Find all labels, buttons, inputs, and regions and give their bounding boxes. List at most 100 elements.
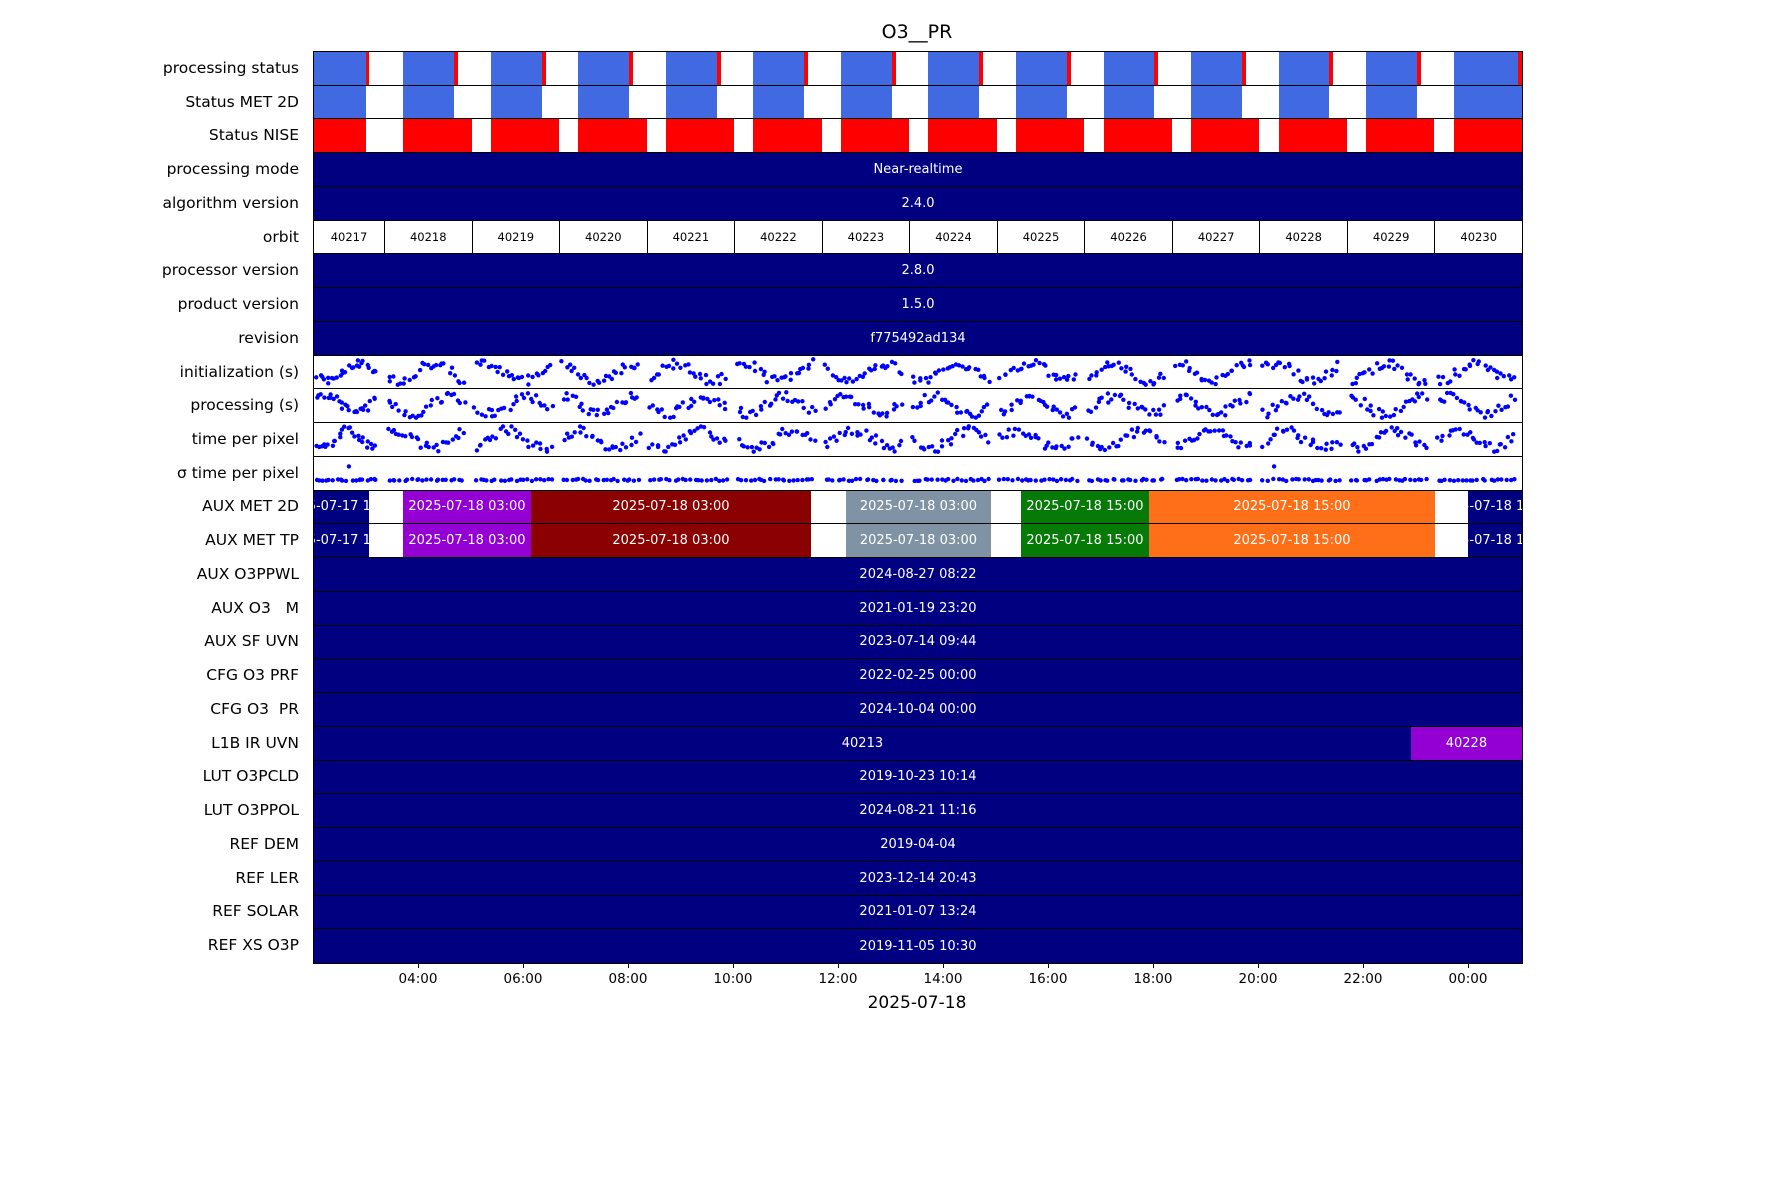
scatter-dot <box>545 407 550 412</box>
scatter-dot <box>699 478 704 483</box>
scatter-dot <box>1296 476 1301 482</box>
scatter-dot <box>1387 476 1392 482</box>
scatter-dot <box>976 413 982 419</box>
scatter-dot <box>976 367 981 372</box>
x-tick <box>1363 962 1364 968</box>
scatter-dot <box>1504 477 1509 482</box>
scatter-dot <box>521 396 527 401</box>
scatter-dot <box>387 399 392 404</box>
scatter-dot <box>359 477 365 482</box>
scatter-dot <box>397 478 402 483</box>
scatter-dot <box>1268 437 1273 442</box>
scatter-dot <box>1279 399 1284 404</box>
scatter-dot <box>747 364 752 369</box>
scatter-dot <box>776 476 781 482</box>
scatter-dot <box>1087 376 1092 381</box>
scatter-dot <box>457 380 462 385</box>
scatter-dot <box>889 477 894 482</box>
scatter-dot <box>426 445 431 450</box>
scatter-dot <box>1405 376 1410 382</box>
scatter-dot <box>570 394 575 399</box>
scatter-dot <box>622 364 627 370</box>
scatter-dot <box>1393 407 1398 412</box>
timeline-bar: 2024-08-27 08:22 <box>314 558 1522 591</box>
row-label-2-status-nise: Status NISE <box>208 126 299 145</box>
status-block-blue <box>665 85 717 119</box>
scatter-dot <box>1241 364 1247 369</box>
scatter-dot <box>1362 369 1367 375</box>
scatter-dot <box>712 398 717 403</box>
timeline-bar: 2024-08-21 11:16 <box>314 794 1522 828</box>
scatter-dot <box>662 415 667 420</box>
scatter-dot <box>1151 408 1156 413</box>
scatter-dot <box>822 362 827 367</box>
scatter-dot <box>1094 369 1099 375</box>
scatter-dot <box>1020 478 1025 483</box>
scatter-dot <box>1273 408 1279 413</box>
scatter-dot <box>715 373 721 379</box>
scatter-dot <box>487 437 493 443</box>
scatter-dot <box>986 476 991 482</box>
scatter-dot <box>428 403 433 409</box>
scatter-dot <box>613 445 618 450</box>
scatter-dot <box>709 434 714 439</box>
scatter-dot <box>1401 405 1406 410</box>
scatter-dot <box>525 391 531 396</box>
scatter-dot <box>1123 369 1128 374</box>
row-17-aux-sf-uvn: 2023-07-14 09:44 <box>314 625 1522 660</box>
scatter-dot <box>761 478 767 483</box>
scatter-dot <box>1033 357 1039 363</box>
scatter-dot <box>1193 400 1198 405</box>
bar-value: Near-realtime <box>873 162 963 178</box>
scatter-dot <box>602 412 607 417</box>
scatter-dot <box>542 403 547 409</box>
scatter-dot <box>342 369 348 375</box>
scatter-dot <box>457 401 462 406</box>
scatter-dot <box>720 478 726 483</box>
scatter-dot <box>935 477 940 482</box>
scatter-dot <box>424 477 429 482</box>
scatter-dot <box>1508 393 1514 399</box>
scatter-dot <box>710 381 716 386</box>
scatter-dot <box>1207 408 1212 413</box>
scatter-dot <box>459 478 464 483</box>
scatter-dot <box>1195 436 1200 441</box>
scatter-dot <box>867 405 872 410</box>
scatter-dot <box>1204 405 1209 410</box>
scatter-dot <box>932 394 937 400</box>
scatter-dot <box>918 377 923 383</box>
row-label-15-aux-o3ppwl: AUX O3PPWL <box>196 564 299 583</box>
scatter-dot <box>676 477 681 482</box>
scatter-dot <box>762 400 767 405</box>
scatter-dot <box>1330 367 1335 372</box>
scatter-dot <box>770 441 775 446</box>
scatter-dot <box>572 430 577 435</box>
scatter-dot <box>346 464 352 469</box>
timeline-segment-navy: 2025-07-17 15:00 <box>314 490 369 524</box>
scatter-dot <box>925 477 930 482</box>
row-5-orbit: 40217 40218 40219 40220 40221 40222 40223 40224… <box>314 220 1522 255</box>
scatter-dot <box>1225 478 1230 483</box>
scatter-dot <box>1312 380 1317 386</box>
scatter-plot-time-per-pixel <box>314 424 1516 455</box>
scatter-dot <box>1461 432 1466 437</box>
orbit-number: 40225 <box>1022 230 1060 245</box>
scatter-dot <box>533 476 539 482</box>
scatter-dot <box>678 365 683 370</box>
row-label-24-ref-ler: REF LER <box>235 868 299 887</box>
scatter-dot <box>1318 378 1323 383</box>
scatter-dot <box>1334 440 1340 445</box>
scatter-dot <box>1440 433 1445 439</box>
scatter-dot <box>716 397 721 403</box>
scatter-dot <box>587 380 592 385</box>
scatter-dot <box>1369 442 1375 447</box>
scatter-dot <box>778 432 783 437</box>
scatter-dot <box>505 368 510 374</box>
scatter-dot <box>1247 357 1252 363</box>
scatter-dot <box>1310 440 1316 445</box>
scatter-dot <box>843 430 848 435</box>
scatter-dot <box>951 478 956 483</box>
scatter-dot <box>613 370 618 375</box>
scatter-dot <box>1031 362 1036 367</box>
status-block-red <box>1416 52 1421 85</box>
